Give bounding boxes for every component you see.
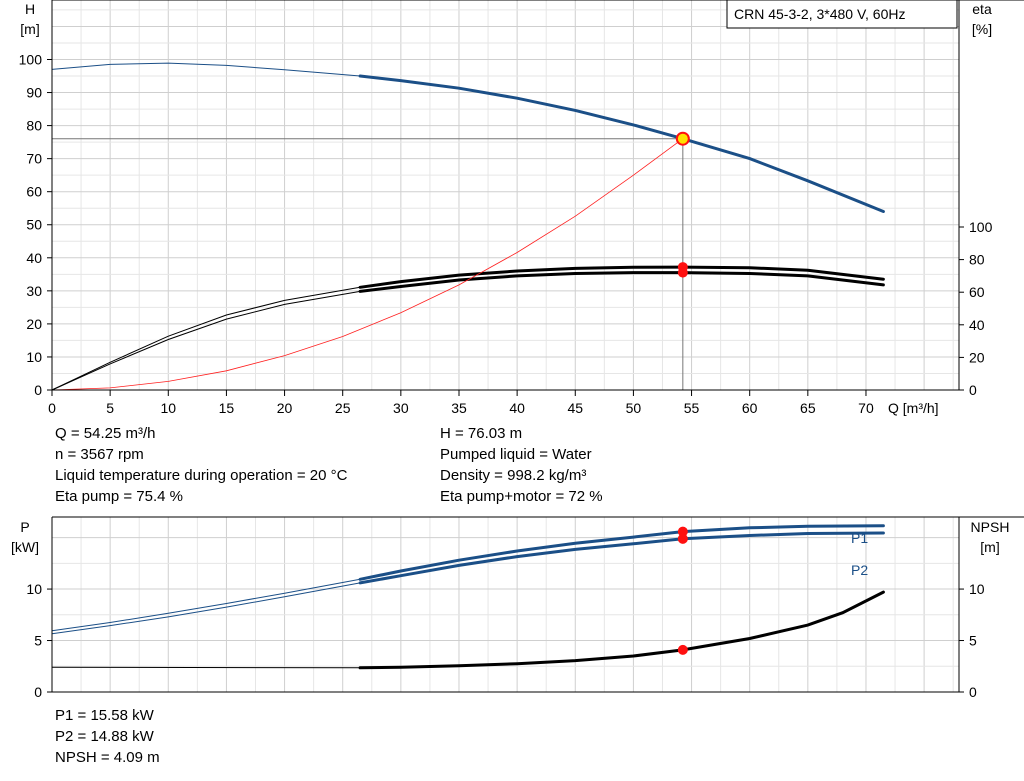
x-tick-label: 60 [742,400,758,416]
x-tick-label: 50 [626,400,642,416]
marker-npsh [677,644,688,655]
y2-axis-label-npsh: NPSH [971,519,1010,535]
x-tick-label: 5 [106,400,114,416]
y-tick-label: 10 [26,349,42,365]
readout-h: H = 76.03 m [440,425,523,442]
curve-P2-extended [51,582,361,635]
x-tick-label: 65 [800,400,816,416]
marker-duty-point [675,131,690,146]
x-tick-label: 45 [567,400,583,416]
x-tick-label: 10 [160,400,176,416]
y2-axis-unit-npsh: [m] [980,539,999,555]
y2-tick-label: 0 [969,382,977,398]
curve-P1-extended [51,578,361,632]
readouts-top-left: Q = 54.25 m³/h n = 3567 rpm Liquid tempe… [55,423,347,507]
title-box-frame [726,0,958,29]
y-tick-label: 70 [26,151,42,167]
title-box: CRN 45-3-2, 3*480 V, 60Hz [726,0,958,29]
curve-eta_pump_motor-extended [51,290,361,391]
readout-eta-pump: Eta pump = 75.4 % [55,488,183,505]
curve-P1 [358,524,885,581]
readout-p1: P1 = 15.58 kW [55,707,154,724]
curve-H [358,74,885,213]
curve-NPSH-extended [51,666,361,669]
x-tick-label: 20 [277,400,293,416]
x-tick-label: 55 [684,400,700,416]
curve-H-extended [51,62,361,77]
curve-system [51,138,684,391]
readouts-top-right: H = 76.03 m Pumped liquid = Water Densit… [440,423,603,507]
readout-density: Density = 998.2 kg/m³ [440,467,587,484]
y-tick-label: 30 [26,283,42,299]
y-axis-unit-p: [kW] [11,539,39,555]
top-axes: 0 10 20 30 40 50 60 70 80 90 100 0 20 40 60 80 100 0 5 10 15… [19,0,1024,416]
y-tick-label: 0 [34,684,42,700]
chart-title: CRN 45-3-2, 3*480 V, 60Hz [734,6,905,22]
bottom-grid [51,517,959,693]
readout-eta-pump-motor: Eta pump+motor = 72 % [440,488,603,505]
y-axis-unit-h: [m] [20,21,39,37]
curve-eta_pump_motor [358,271,885,293]
y-tick-label: 80 [26,118,42,134]
readout-n: n = 3567 rpm [55,446,144,463]
x-tick-label: 70 [858,400,874,416]
readout-pumped-liquid: Pumped liquid = Water [440,446,592,463]
y-tick-label: 10 [26,581,42,597]
bottom-curves [51,524,885,670]
marker-p1 [677,526,688,537]
x-tick-label: 40 [509,400,525,416]
y2-axis-unit-eta: [%] [972,21,992,37]
y-tick-label: 0 [34,382,42,398]
y2-tick-label: 40 [969,317,985,333]
y-axis-label-p: P [20,519,29,535]
x-tick-label: 30 [393,400,409,416]
curve-eta_pump [358,265,885,289]
x-axis-label: Q [m³/h] [888,400,939,416]
y2-tick-label: 5 [969,633,977,649]
curve-eta_pump-extended [51,286,361,391]
marker-p2 [677,533,688,544]
y-tick-label: 90 [26,85,42,101]
x-tick-label: 35 [451,400,467,416]
y2-tick-label: 60 [969,284,985,300]
y-tick-label: 40 [26,250,42,266]
readout-liquid-temperature: Liquid temperature during operation = 20… [55,467,348,484]
y-tick-label: 5 [34,633,42,649]
x-tick-label: 0 [48,400,56,416]
curve-P2 [358,531,885,585]
head-efficiency-chart: 0 10 20 30 40 50 60 70 80 90 100 0 20 40 60 80 100 0 5 10 15… [19,0,1024,416]
y-tick-label: 20 [26,316,42,332]
y-tick-label: 50 [26,217,42,233]
y-tick-label: 60 [26,184,42,200]
y-axis-label-h: H [25,1,35,17]
readout-npsh: NPSH = 4.09 m [55,749,160,766]
top-curves [51,62,885,391]
y-tick-label: 100 [19,51,43,67]
y2-tick-label: 0 [969,684,977,700]
readouts-bottom-left: P1 = 15.58 kW P2 = 14.88 kW NPSH = 4.09 … [55,705,160,768]
curve-NPSH [358,590,885,670]
power-npsh-chart: 0 5 10 0 5 10 P [kW] NPSH [m] P1 P2 [11,516,1024,700]
x-tick-label: 25 [335,400,351,416]
top-plot-area [52,0,959,390]
y2-axis-label-eta: eta [972,1,992,17]
legend-p1: P1 [851,530,868,546]
bottom-axes: 0 5 10 0 5 10 [26,516,1024,700]
x-tick-label: 15 [219,400,235,416]
top-grid [51,0,959,391]
readout-q: Q = 54.25 m³/h [55,425,156,442]
readout-p2: P2 = 14.88 kW [55,728,154,745]
y2-tick-label: 20 [969,349,985,365]
y2-tick-label: 80 [969,252,985,268]
y2-tick-label: 100 [969,219,993,235]
marker-eta-pump-motor [677,267,688,278]
y2-tick-label: 10 [969,581,985,597]
legend-p2: P2 [851,562,868,578]
